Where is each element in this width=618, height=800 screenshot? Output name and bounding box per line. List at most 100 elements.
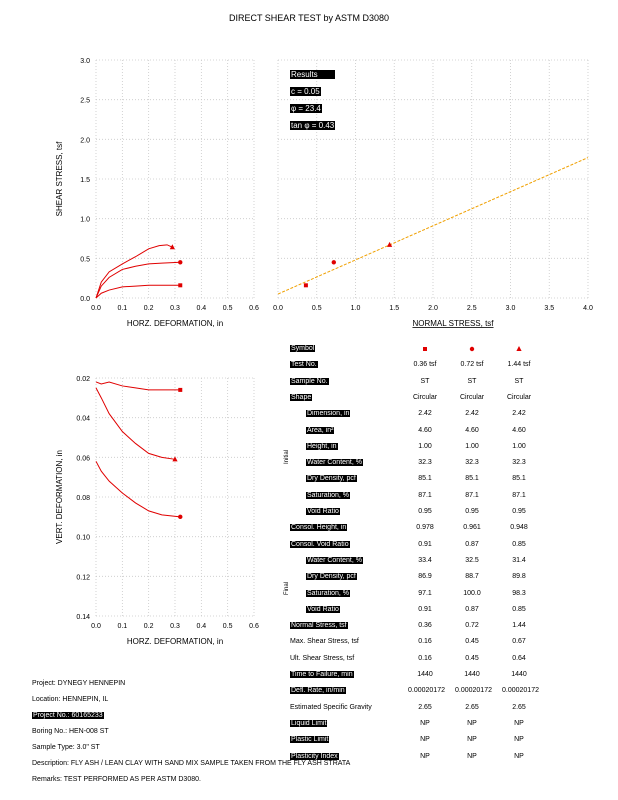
table-row: Void Ratio 0.91 0.87 0.85 [290,603,590,619]
row-label: Height, in [306,442,338,450]
table-row: Water Content, % 33.4 32.5 31.4 [290,554,590,570]
footer-remarks: Remarks: TEST PERFORMED AS PER ASTM D308… [32,776,201,783]
row-value: 0.948 [510,524,528,532]
series-line-1 [95,261,181,299]
row-label: Symbol [290,345,316,352]
row-value: 2.65 [512,703,526,711]
row-value: ST [420,377,430,385]
footer-sample-type: Sample Type: 3.0" ST [32,744,100,751]
table-row: Sample No. ST ST ST [290,375,590,391]
series-line-0 [95,284,181,299]
y-axis-label: SHEAR STRESS, tsf [55,141,64,216]
row-value: 87.1 [512,491,526,499]
vertical-deformation-chart: 0.0 0.1 0.2 0.3 0.4 0.5 0.6 0.02 0.04 0.06 0.08 0.1… [55,376,259,646]
row-value: NP [514,752,524,760]
row-value: NP [467,719,477,727]
symbol-triangle-mark [516,346,522,351]
table-row: Water Content, % 32.3 32.3 32.3 [290,456,590,472]
row-value: 1.00 [465,442,479,450]
row-value: NP [514,719,524,727]
row-value: 1.00 [512,442,526,450]
row-label: Max. Shear Stress, tsf [290,638,359,646]
y-tick-label: 0.5 [80,256,90,263]
row-label: Ult. Shear Stress, tsf [290,654,355,662]
series-marker-1 [172,456,178,462]
y-tick-label: 0.08 [76,495,90,502]
y-tick-label: 0.12 [76,574,90,581]
row-value: 0.91 [418,540,432,548]
table-row: Consol. Void Ratio 0.91 0.87 0.85 [290,538,590,554]
results-tanphi: tan φ = 0.43 [290,121,336,130]
table-row: Shape Circular Circular Circular [290,391,590,407]
row-value: 4.60 [465,426,479,434]
row-value: 0.00020172 [455,687,492,695]
row-value: 0.45 [465,638,479,646]
series-line-1 [95,387,176,460]
x-tick-label: 0.0 [273,305,283,312]
y-tick-label: 1.5 [80,177,90,184]
final-group-label: Final [284,581,290,595]
footer-project: Project: DYNEGY HENNEPIN [32,680,126,687]
x-tick-label: 0.1 [117,623,127,630]
table-row: Time to Failure, min 1440 1440 1440 [290,668,590,684]
row-value: NP [467,752,477,760]
y-tick-label: 0.14 [76,614,90,621]
series-line-2 [95,244,173,299]
row-value: NP [420,752,430,760]
symbol-circle [469,346,475,352]
row-value: 2.42 [512,410,526,418]
results-c: c = 0.05 [290,87,321,96]
row-value: 85.1 [512,475,526,483]
x-tick-label: 0.6 [249,305,259,312]
row-label: Defl. Rate, in/min [290,687,346,695]
x-tick-label: 3.0 [506,305,516,312]
x-axis-label: HORZ. DEFORMATION, in [127,319,223,328]
row-label: Water Content, % [306,556,363,564]
x-tick-label: 0.0 [91,623,101,630]
row-value: 0.961 [463,524,481,532]
row-value: 0.87 [465,605,479,613]
table-row: Test No. 0.36 tsf 0.72 tsf 1.44 tsf [290,358,590,374]
row-value: 0.45 [465,654,479,662]
row-label: Dimension, in [306,410,351,418]
row-value: 97.1 [418,589,432,597]
x-tick-label: 0.0 [91,305,101,312]
x-tick-label: 4.0 [583,305,593,312]
row-value: 32.5 [465,556,479,564]
row-value: 1440 [464,671,480,678]
fit-line [277,157,589,295]
row-value: 0.91 [418,605,432,613]
table-row: Void Ratio 0.95 0.95 0.95 [290,505,590,521]
row-label: Water Content, % [306,459,363,467]
page-title: DIRECT SHEAR TEST by ASTM D3080 [228,13,390,23]
footer-description: Description: FLY ASH / LEAN CLAY WITH SA… [32,760,351,767]
x-tick-label: 0.3 [170,623,180,630]
row-value: NP [467,736,477,744]
row-value: Circular [506,393,532,401]
series-marker-1 [178,260,183,265]
symbol-row: Symbol [290,342,590,358]
table-row: Height, in 1.00 1.00 1.00 [290,440,590,456]
row-label: Test No. [290,361,318,369]
row-value: 0.36 [418,622,432,630]
row-label: Void Ratio [306,605,340,613]
symbol-square-mark [423,347,427,351]
series-marker-2 [169,244,175,250]
symbol-triangle [516,346,522,351]
results-box: Results c = 0.05 φ = 23.4 tan φ = 0.43 [290,70,336,130]
row-value: 32.3 [465,459,479,467]
y-tick-label: 0.06 [76,455,90,462]
row-value: 33.4 [418,556,432,564]
row-value: ST [514,377,524,385]
row-value: 31.4 [512,556,526,564]
table-row: Ult. Shear Stress, tsf 0.16 0.45 0.64 [290,652,590,668]
y-tick-label: 0.02 [76,376,90,383]
x-tick-label: 0.4 [196,623,206,630]
row-value: 0.95 [418,508,432,515]
x-tick-label: 0.3 [170,305,180,312]
y-tick-label: 2.5 [80,98,90,105]
row-label: Area, in² [306,426,335,434]
footer-boring: Boring No.: HEN-008 ST [32,728,109,735]
row-value: Circular [412,393,438,401]
table-row: Max. Shear Stress, tsf 0.16 0.45 0.67 [290,635,590,651]
